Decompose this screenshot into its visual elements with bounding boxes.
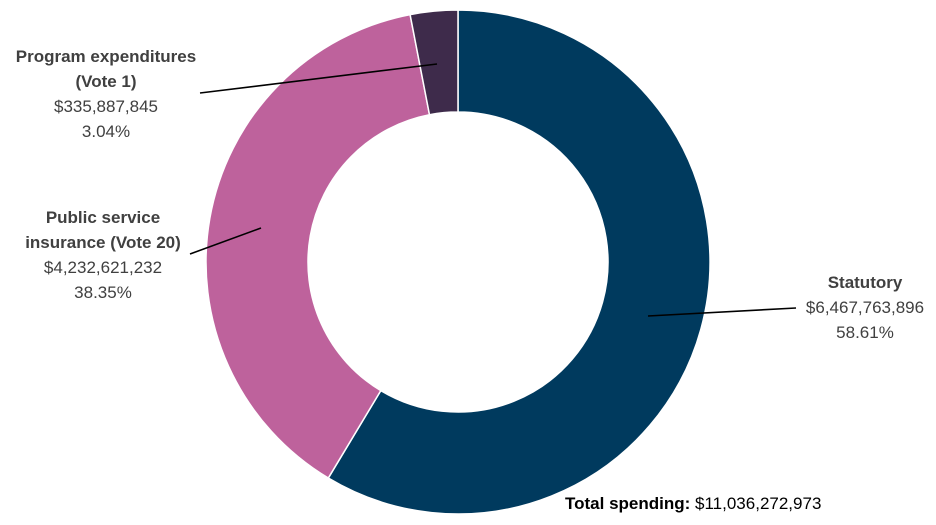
slice-statutory: [327, 9, 711, 515]
slice-public-service-insurance: [205, 13, 431, 480]
label-program-expenditures: Program expenditures (Vote 1) $335,887,8…: [10, 44, 202, 144]
leader-line: [647, 307, 797, 317]
slice-percent: 38.35%: [74, 283, 132, 302]
slice-value: $335,887,845: [54, 97, 158, 116]
label-statutory: Statutory $6,467,763,896 58.61%: [785, 270, 936, 345]
total-spending: Total spending: $11,036,272,973: [565, 494, 821, 514]
label-public-service-insurance: Public service insurance (Vote 20) $4,23…: [10, 205, 196, 305]
slice-value: $4,232,621,232: [43, 258, 163, 277]
slice-percent: 3.04%: [81, 122, 131, 141]
total-label: Total spending:: [565, 494, 691, 513]
slice-program-expenditures: [409, 9, 459, 116]
leader-line: [189, 227, 262, 255]
leader-line: [199, 63, 438, 94]
slice-name: Program expenditures (Vote 1): [15, 47, 197, 91]
slice-name: Statutory: [827, 273, 903, 292]
slice-name: Public service insurance (Vote 20): [25, 208, 181, 252]
slice-percent: 58.61%: [836, 323, 894, 342]
slice-value: $6,467,763,896: [805, 298, 925, 317]
total-value: $11,036,272,973: [695, 494, 822, 513]
